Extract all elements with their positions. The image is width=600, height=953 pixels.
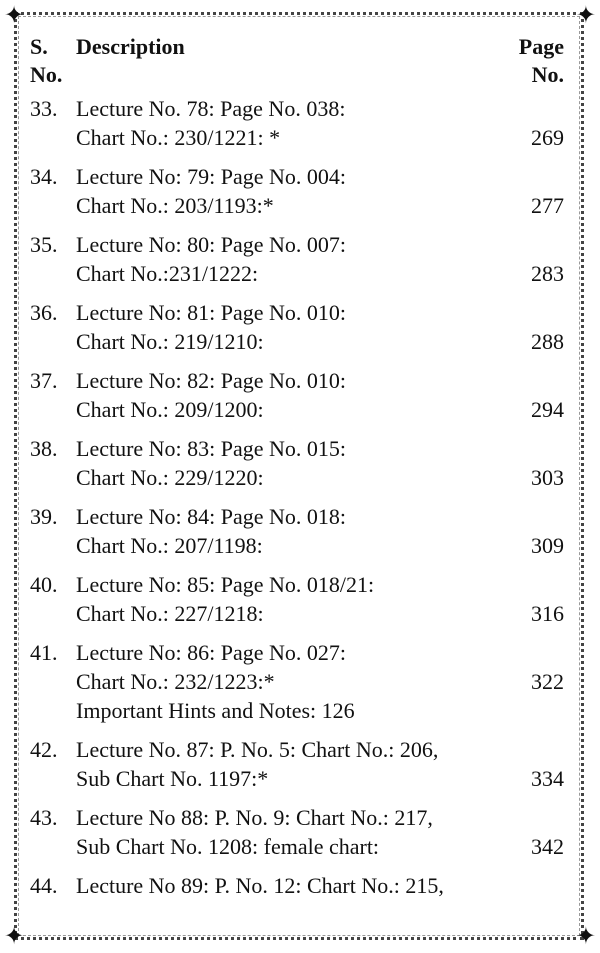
- entry-line: Chart No.: 230/1221: * 269: [0, 123, 600, 152]
- serial-number: 38.: [30, 436, 58, 461]
- entry-line: Sub Chart No. 1197:* 334: [0, 764, 600, 793]
- page-header-line1: Page: [518, 34, 564, 59]
- entry-description: Chart No.: 232/1223:*: [76, 669, 275, 694]
- ornamental-border-inner: [18, 16, 580, 936]
- corner-star-icon: ✦: [575, 924, 596, 950]
- description-header: Description: [76, 34, 185, 59]
- entry-description: Lecture No: 83: Page No. 015:: [76, 436, 347, 461]
- entry-description: Lecture No 89: P. No. 12: Chart No.: 215…: [76, 873, 444, 898]
- page-number: 303: [531, 465, 564, 490]
- serial-number: 37.: [30, 368, 58, 393]
- entry-line: 42. Lecture No. 87: P. No. 5: Chart No.: …: [0, 735, 600, 764]
- entry-description: Chart No.:231/1222:: [76, 261, 259, 286]
- entry-description: Sub Chart No. 1197:*: [76, 766, 269, 791]
- entry-line: 37. Lecture No: 82: Page No. 010:: [0, 366, 600, 395]
- entry-line: 34. Lecture No: 79: Page No. 004:: [0, 162, 600, 191]
- serial-number: 39.: [30, 504, 58, 529]
- entry-line: Chart No.: 232/1223:* 322: [0, 667, 600, 696]
- entry-description: Lecture No. 78: Page No. 038:: [76, 96, 346, 121]
- entry-description: Lecture No: 85: Page No. 018/21:: [76, 572, 375, 597]
- serial-header-line2: No.: [30, 62, 63, 87]
- entry-line: 40. Lecture No: 85: Page No. 018/21:: [0, 570, 600, 599]
- entry-description: Lecture No: 84: Page No. 018:: [76, 504, 347, 529]
- serial-header-line1: S.: [30, 34, 48, 59]
- entry-line: 36. Lecture No: 81: Page No. 010:: [0, 298, 600, 327]
- serial-number: 35.: [30, 232, 58, 257]
- serial-number: 34.: [30, 164, 58, 189]
- page-number: 288: [531, 329, 564, 354]
- list-item: 40. Lecture No: 85: Page No. 018/21: Chart…: [0, 570, 600, 628]
- entry-description: Lecture No: 86: Page No. 027:: [76, 640, 347, 665]
- page-number: 294: [531, 397, 564, 422]
- page-number: 309: [531, 533, 564, 558]
- page-number-header: Page No.: [519, 33, 564, 89]
- list-item: 43. Lecture No 88: P. No. 9: Chart No.: 2…: [0, 803, 600, 861]
- list-item: 34. Lecture No: 79: Page No. 004: Chart No…: [0, 162, 600, 220]
- entry-line: 38. Lecture No: 83: Page No. 015:: [0, 434, 600, 463]
- serial-number: 33.: [30, 96, 58, 121]
- entry-description: Chart No.: 203/1193:*: [76, 193, 274, 218]
- page-number: 316: [531, 601, 564, 626]
- corner-star-icon: ✦: [575, 3, 596, 29]
- entry-description: Chart No.: 230/1221: *: [76, 125, 281, 150]
- entry-description: Chart No.: 209/1200:: [76, 397, 264, 422]
- entry-description: Lecture No: 79: Page No. 004:: [76, 164, 347, 189]
- list-item: 38. Lecture No: 83: Page No. 015: Chart No…: [0, 434, 600, 492]
- entry-line: 44. Lecture No 89: P. No. 12: Chart No.: …: [0, 871, 600, 900]
- list-item: 44. Lecture No 89: P. No. 12: Chart No.: …: [0, 871, 600, 900]
- serial-number: 40.: [30, 572, 58, 597]
- entry-line: 41. Lecture No: 86: Page No. 027:: [0, 638, 600, 667]
- entry-description: Chart No.: 207/1198:: [76, 533, 263, 558]
- list-item: 39. Lecture No: 84: Page No. 018: Chart No…: [0, 502, 600, 560]
- entry-line: Chart No.: 229/1220: 303: [0, 463, 600, 492]
- entry-line: Chart No.: 227/1218: 316: [0, 599, 600, 628]
- entry-line: 43. Lecture No 88: P. No. 9: Chart No.: 2…: [0, 803, 600, 832]
- contents-list: 33. Lecture No. 78: Page No. 038: Chart No…: [0, 94, 600, 910]
- entry-description: Lecture No: 82: Page No. 010:: [76, 368, 347, 393]
- ornamental-border: [14, 12, 584, 940]
- list-item: 41. Lecture No: 86: Page No. 027: Chart No…: [0, 638, 600, 725]
- serial-number: 42.: [30, 737, 58, 762]
- entry-line: Chart No.: 219/1210: 288: [0, 327, 600, 356]
- serial-number: 36.: [30, 300, 58, 325]
- page-header-line2: No.: [531, 62, 564, 87]
- entry-line: Chart No.: 207/1198: 309: [0, 531, 600, 560]
- list-item: 36. Lecture No: 81: Page No. 010: Chart No…: [0, 298, 600, 356]
- page-number: 334: [531, 766, 564, 791]
- corner-star-icon: ✦: [4, 3, 25, 29]
- page-number: 269: [531, 125, 564, 150]
- entry-line: Important Hints and Notes: 126: [0, 696, 600, 725]
- entry-line: Chart No.: 209/1200: 294: [0, 395, 600, 424]
- page-number: 283: [531, 261, 564, 286]
- entry-line: 39. Lecture No: 84: Page No. 018:: [0, 502, 600, 531]
- serial-number: 44.: [30, 873, 58, 898]
- entry-line: Chart No.:231/1222: 283: [0, 259, 600, 288]
- list-item: 33. Lecture No. 78: Page No. 038: Chart No…: [0, 94, 600, 152]
- entry-line: 35. Lecture No: 80: Page No. 007:: [0, 230, 600, 259]
- entry-description: Lecture No 88: P. No. 9: Chart No.: 217,: [76, 805, 433, 830]
- list-item: 42. Lecture No. 87: P. No. 5: Chart No.: …: [0, 735, 600, 793]
- entry-description: Important Hints and Notes: 126: [76, 698, 355, 723]
- entry-line: Chart No.: 203/1193:* 277: [0, 191, 600, 220]
- corner-star-icon: ✦: [4, 924, 25, 950]
- entry-description: Chart No.: 229/1220:: [76, 465, 264, 490]
- serial-number: 43.: [30, 805, 58, 830]
- entry-line: Sub Chart No. 1208: female chart: 342: [0, 832, 600, 861]
- entry-description: Chart No.: 227/1218:: [76, 601, 264, 626]
- entry-line: 33. Lecture No. 78: Page No. 038:: [0, 94, 600, 123]
- entry-description: Lecture No. 87: P. No. 5: Chart No.: 206…: [76, 737, 439, 762]
- entry-description: Lecture No: 80: Page No. 007:: [76, 232, 347, 257]
- page-number: 277: [531, 193, 564, 218]
- serial-number: 41.: [30, 640, 58, 665]
- page-number: 342: [531, 834, 564, 859]
- list-item: 35. Lecture No: 80: Page No. 007: Chart No…: [0, 230, 600, 288]
- entry-description: Sub Chart No. 1208: female chart:: [76, 834, 380, 859]
- serial-number-header: S. No.: [30, 33, 62, 89]
- entry-description: Lecture No: 81: Page No. 010:: [76, 300, 347, 325]
- list-item: 37. Lecture No: 82: Page No. 010: Chart No…: [0, 366, 600, 424]
- entry-description: Chart No.: 219/1210:: [76, 329, 264, 354]
- page-number: 322: [531, 669, 564, 694]
